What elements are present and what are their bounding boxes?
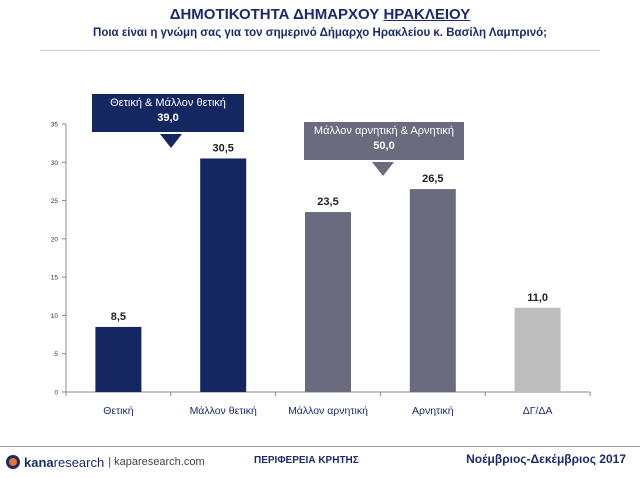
negative-callout: Μάλλον αρνητική & Αρνητική 50,0 [304,122,464,160]
bar-value-label: 26,5 [422,173,443,185]
kapa-research-logo: kana research | kaparesearch.com [6,452,205,472]
logo-research: research [53,454,105,470]
bar-3 [305,212,351,392]
positive-callout-label: Θετική & Μάλλον θετική [110,97,226,109]
y-tick-label: 15 [51,275,59,282]
y-tick-label: 5 [54,351,58,358]
x-category-label: Αρνητική [412,405,454,417]
y-tick-label: 25 [51,198,59,205]
bar-value-label: 30,5 [212,142,233,154]
bar-4 [409,189,456,392]
page-subtitle: Ποια είναι η γνώμη σας για τον σημερινό … [93,27,547,39]
x-category-label: ΔΓ/ΔΑ [523,405,553,417]
bar-5 [514,307,561,392]
title-city: ΗΡΑΚΛΕΙΟΥ [383,6,471,23]
footer-divider [0,446,640,447]
region-label: ΠΕΡΙΦΕΡΕΙΑ ΚΡΗΤΗΣ [254,455,359,466]
negative-callout-arrow [372,162,394,176]
page-title: ΔΗΜΟΤΙΚΟΤΗΤΑ ΔΗΜΑΡΧΟΥ ΗΡΑΚΛΕΙΟΥ [0,6,640,23]
header-divider [40,50,600,51]
y-tick-label: 30 [51,160,59,167]
bar-chart: 0 5 10 15 20 25 30 35 8,5 Θετική 30,5 Μάλλον θετική… [51,122,591,417]
logo-kana: kana [24,454,54,470]
logo-mark-icon [6,455,20,469]
y-tick-label: 20 [51,236,59,243]
bar-1 [95,326,142,392]
y-tick-label: 10 [51,313,59,320]
bar-2 [200,158,247,392]
positive-callout-value: 39,0 [157,112,179,124]
x-category-label: Μάλλον αρνητική [288,405,368,417]
survey-date: Νοέμβριος-Δεκέμβριος 2017 [466,452,626,466]
y-tick-label: 0 [54,390,58,397]
y-tick-label: 35 [51,122,59,129]
x-category-label: Μάλλον θετική [190,405,257,417]
bar-value-label: 8,5 [111,311,126,323]
positive-callout: Θετική & Μάλλον θετική 39,0 [92,94,244,132]
bar-value-label: 11,0 [527,292,548,304]
logo-site: | kaparesearch.com [108,456,205,468]
bar-value-label: 23,5 [317,196,338,208]
negative-callout-label: Μάλλον αρνητική & Αρνητική [313,125,455,137]
negative-callout-value: 50,0 [373,140,395,152]
title-main: ΔΗΜΟΤΙΚΟΤΗΤΑ ΔΗΜΑΡΧΟΥ [169,6,384,23]
x-category-label: Θετική [103,405,134,417]
positive-callout-arrow [160,134,182,148]
